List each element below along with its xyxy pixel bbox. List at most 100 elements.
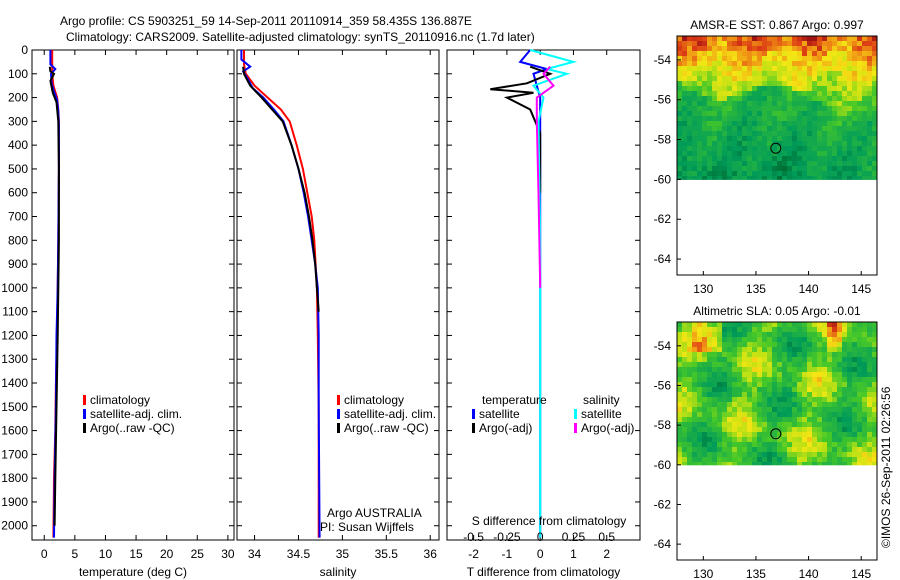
map-cell xyxy=(862,372,868,378)
map-cell xyxy=(852,382,858,388)
map-cell xyxy=(822,81,828,87)
map-cell xyxy=(867,71,873,77)
map-cell xyxy=(742,442,748,448)
map-cell xyxy=(842,36,848,42)
map-cell xyxy=(692,342,698,348)
map-cell xyxy=(842,362,848,368)
map-cell xyxy=(737,161,743,167)
map-cell xyxy=(757,327,763,333)
map-cell xyxy=(792,51,798,57)
map-cell xyxy=(702,392,708,398)
map-cell xyxy=(832,407,838,413)
map-cell xyxy=(687,382,693,388)
legend-label: climatology xyxy=(344,393,404,407)
map-cell xyxy=(862,116,868,122)
map-cell xyxy=(782,66,788,72)
map-cell xyxy=(752,176,758,180)
map-cell xyxy=(737,332,743,338)
map-cell xyxy=(822,171,828,177)
map-cell xyxy=(762,437,768,443)
map-cell xyxy=(772,101,778,107)
map-cell xyxy=(802,86,808,92)
map-cell xyxy=(727,86,733,92)
map-cell xyxy=(852,141,858,147)
map-cell xyxy=(737,432,743,438)
map-cell xyxy=(702,96,708,102)
map-cell xyxy=(847,422,853,428)
map-cell xyxy=(802,111,808,117)
map-cell xyxy=(787,387,793,393)
map-cell xyxy=(682,161,688,167)
map-cell xyxy=(692,437,698,443)
map-cell xyxy=(787,156,793,162)
map-cell xyxy=(787,126,793,132)
map-cell xyxy=(707,367,713,373)
map-y-tick-label: -54 xyxy=(654,53,672,67)
map-cell xyxy=(677,61,683,67)
map-cell xyxy=(862,407,868,413)
y-tick-label: 1200 xyxy=(1,328,28,342)
map-cell xyxy=(817,437,823,443)
map-cell xyxy=(762,362,768,368)
map-cell xyxy=(737,116,743,122)
map-cell xyxy=(687,462,693,466)
map-cell xyxy=(802,76,808,82)
map-cell xyxy=(687,171,693,177)
map-cell xyxy=(717,66,723,72)
map-cell xyxy=(867,457,873,463)
map-cell xyxy=(872,382,878,388)
map-cell xyxy=(767,136,773,142)
map-cell xyxy=(772,422,778,428)
map-cell xyxy=(757,432,763,438)
map-cell xyxy=(797,41,803,47)
map-y-tick-label: -60 xyxy=(654,172,672,186)
map-cell xyxy=(782,377,788,383)
map-cell xyxy=(842,76,848,82)
map-cell xyxy=(842,101,848,107)
series-line-s-satellite xyxy=(529,49,578,538)
map-cell xyxy=(687,131,693,137)
map-x-tick-label: 140 xyxy=(799,567,819,580)
map-cell xyxy=(817,96,823,102)
map-cell xyxy=(852,457,858,463)
map-cell xyxy=(762,422,768,428)
map-cell xyxy=(852,151,858,157)
map-cell xyxy=(862,51,868,57)
map-cell xyxy=(762,417,768,423)
map-cell xyxy=(787,412,793,418)
map-cell xyxy=(712,101,718,107)
map-cell xyxy=(787,397,793,403)
map-cell xyxy=(792,46,798,52)
map-cell xyxy=(837,111,843,117)
map-cell xyxy=(842,106,848,112)
map-cell xyxy=(787,452,793,458)
map-cell xyxy=(862,437,868,443)
legend-label: Argo(-adj) xyxy=(479,421,532,435)
map-cell xyxy=(807,342,813,348)
map-cell xyxy=(762,367,768,373)
map-cell xyxy=(847,432,853,438)
map-cell xyxy=(852,342,858,348)
map-cell xyxy=(777,377,783,383)
map-cell xyxy=(692,332,698,338)
map-cell xyxy=(737,412,743,418)
map-cell xyxy=(687,442,693,448)
map-cell xyxy=(697,126,703,132)
map-cell xyxy=(762,96,768,102)
map-cell xyxy=(687,397,693,403)
map-cell xyxy=(752,452,758,458)
map-cell xyxy=(732,462,738,466)
map-cell xyxy=(727,327,733,333)
map-cell xyxy=(777,66,783,72)
map-cell xyxy=(767,106,773,112)
map-cell xyxy=(842,407,848,413)
map-cell xyxy=(872,372,878,378)
map-cell xyxy=(732,131,738,137)
map-cell xyxy=(687,327,693,333)
map-cell xyxy=(782,106,788,112)
map-cell xyxy=(682,111,688,117)
map-cell xyxy=(687,322,693,328)
map-cell xyxy=(692,131,698,137)
map-cell xyxy=(692,136,698,142)
map-cell xyxy=(717,392,723,398)
